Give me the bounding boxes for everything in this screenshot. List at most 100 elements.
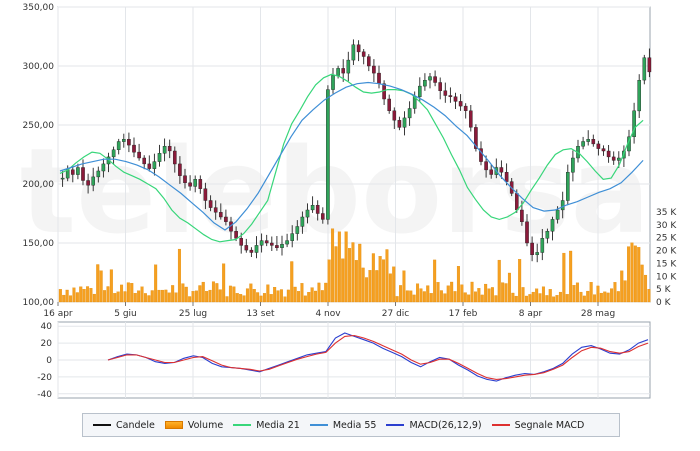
- candle-body: [438, 82, 443, 92]
- candle-body: [162, 145, 167, 154]
- candle-body: [545, 230, 550, 239]
- volume-bar: [120, 284, 124, 303]
- volume-bar: [351, 242, 355, 303]
- candle-body: [632, 110, 636, 138]
- volume-bar: [188, 296, 192, 303]
- candle-body: [525, 221, 529, 244]
- y-tick-label: 300,00: [23, 62, 55, 72]
- volume-bar: [484, 283, 488, 303]
- candle-body: [218, 212, 223, 218]
- volume-bar: [160, 289, 164, 303]
- volume-bar: [106, 286, 110, 303]
- volume-bar: [82, 289, 86, 303]
- candle-body: [152, 161, 157, 169]
- volume-tick-label: 5 K: [656, 285, 672, 295]
- volume-bar: [426, 285, 430, 303]
- legend-item-macd[interactable]: MACD(26,12,9): [386, 420, 482, 431]
- volume-bar: [409, 290, 413, 303]
- volume-bar: [422, 291, 426, 303]
- candle-body: [305, 209, 310, 218]
- volume-bar: [497, 259, 501, 303]
- volume-bar: [307, 292, 311, 303]
- candle-body: [310, 204, 315, 211]
- legend-item-media-21[interactable]: Media 21: [233, 420, 300, 431]
- candle-body: [453, 96, 458, 102]
- legend-item-volume[interactable]: Volume: [164, 419, 224, 431]
- volume-bar: [610, 288, 614, 303]
- volume-bar: [348, 248, 352, 303]
- volume-bar: [627, 246, 631, 303]
- volume-bar: [541, 286, 545, 303]
- legend-item-segnale-macd[interactable]: Segnale MACD: [491, 420, 584, 431]
- volume-bar: [334, 246, 338, 303]
- legend: Candele Volume Media 21 Media 55 MACD(26…: [82, 413, 620, 437]
- volume-bar: [167, 292, 171, 303]
- volume-bar: [72, 287, 76, 303]
- volume-bar: [582, 295, 586, 303]
- legend-label: Volume: [187, 419, 224, 431]
- volume-bar: [467, 294, 471, 303]
- candle-body: [264, 240, 269, 244]
- candle-body: [213, 207, 218, 213]
- volume-bar: [341, 258, 345, 303]
- legend-label: Candele: [116, 419, 155, 431]
- candle-body: [254, 245, 259, 253]
- volume-bar: [637, 247, 641, 303]
- volume-bar: [164, 289, 168, 303]
- volume-bar: [259, 295, 263, 303]
- candle-body: [463, 105, 468, 111]
- volume-bar: [218, 289, 222, 303]
- volume-bar: [640, 264, 644, 303]
- volume-bar: [368, 270, 372, 303]
- candle-body: [96, 170, 101, 178]
- volume-bar: [154, 264, 158, 303]
- candle-body: [172, 150, 177, 165]
- volume-bar: [143, 293, 147, 303]
- legend-item-media-55[interactable]: Media 55: [309, 419, 377, 431]
- candle-body: [178, 163, 182, 176]
- volume-bar: [558, 291, 562, 303]
- volume-bar: [130, 283, 134, 303]
- candle-body: [433, 76, 437, 83]
- volume-bar: [433, 259, 437, 303]
- volume-bar: [232, 286, 236, 303]
- candle-body: [167, 145, 172, 152]
- candle-body: [101, 163, 106, 172]
- legend-swatch: [491, 424, 510, 426]
- volume-tick-label: 25 K: [656, 234, 677, 244]
- volume-bar: [429, 293, 433, 303]
- volume-bar: [456, 266, 460, 303]
- candle-body: [280, 243, 284, 248]
- volume-bar: [198, 285, 202, 303]
- candle-body: [81, 167, 85, 181]
- volume-bar: [538, 293, 542, 303]
- volume-bar: [562, 252, 566, 303]
- legend-item-candele[interactable]: Candele: [93, 420, 155, 431]
- volume-bar: [208, 289, 212, 303]
- volume-bar: [644, 274, 648, 303]
- candle-body: [132, 144, 136, 153]
- volume-bar: [62, 294, 66, 303]
- volume-bar: [317, 282, 321, 303]
- x-tick-label: 17 feb: [449, 309, 478, 319]
- volume-bar: [201, 281, 205, 303]
- y-tick-label: 150,00: [23, 239, 55, 249]
- candle-body: [596, 143, 601, 149]
- volume-bar: [586, 290, 590, 303]
- volume-bar: [450, 281, 454, 303]
- volume-tick-label: 10 K: [656, 272, 677, 282]
- macd-tick-label: -20: [37, 373, 52, 383]
- volume-bar: [103, 290, 107, 303]
- candle-body: [535, 252, 539, 255]
- x-tick-label: 5 giu: [114, 309, 137, 319]
- y-tick-label: 250,00: [23, 121, 55, 131]
- legend-label: Media 55: [332, 419, 377, 431]
- candle-body: [157, 153, 162, 162]
- candle-body: [361, 51, 366, 57]
- volume-bar: [545, 295, 549, 303]
- candle-body: [208, 200, 213, 208]
- signal-line: [107, 334, 649, 380]
- candle-body: [581, 141, 585, 147]
- x-tick-label: 28 mag: [581, 309, 615, 319]
- volume-bar: [174, 292, 178, 303]
